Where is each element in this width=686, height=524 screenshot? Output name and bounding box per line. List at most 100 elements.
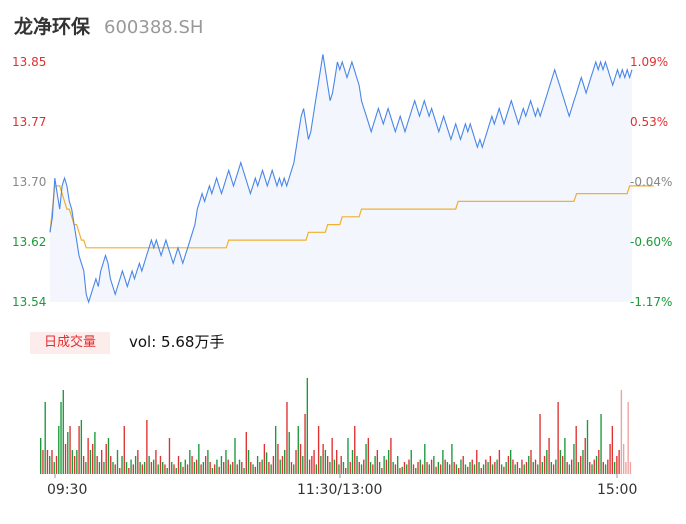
volume-bar — [58, 426, 60, 474]
volume-bar — [112, 462, 114, 474]
volume-bar — [620, 390, 623, 474]
volume-bar — [245, 432, 247, 474]
price-label-min: 13.54 — [12, 295, 47, 309]
volume-bar — [629, 462, 632, 474]
volume-bar — [444, 459, 446, 474]
volume-bar — [462, 456, 464, 474]
volume-bar — [152, 459, 155, 474]
volume-bar — [103, 462, 105, 474]
volume-bar — [207, 450, 209, 474]
volume-bar — [137, 450, 139, 474]
volume-bar — [435, 466, 437, 474]
volume-bar — [607, 459, 609, 474]
volume-bar — [505, 462, 507, 474]
volume-bar — [336, 450, 338, 474]
volume-bar — [491, 464, 494, 474]
volume-bar — [525, 462, 528, 474]
volume-bar — [204, 456, 207, 474]
stock-name: 龙净环保 — [14, 16, 91, 38]
volume-bar — [87, 438, 89, 474]
volume-bar — [419, 459, 421, 474]
volume-bar — [51, 450, 53, 474]
volume-bar — [528, 456, 530, 474]
volume-bar — [268, 462, 270, 474]
volume-bar — [548, 438, 550, 474]
volume-bar — [534, 459, 537, 474]
volume-bar — [397, 456, 399, 474]
volume-bar — [485, 459, 487, 474]
volume-bar — [428, 464, 430, 474]
volume-bar — [595, 456, 598, 474]
volume-bar — [593, 459, 595, 474]
volume-bar — [168, 438, 171, 474]
volume-bar — [141, 464, 144, 474]
price-line — [49, 54, 633, 304]
volume-bar — [622, 444, 625, 474]
volume-bar — [297, 426, 299, 474]
volume-bar — [589, 462, 591, 474]
volume-bar — [381, 468, 383, 474]
volume-bar — [64, 444, 67, 474]
volume-bar — [308, 459, 311, 474]
volume-bar — [213, 464, 216, 474]
volume-bar — [274, 426, 277, 474]
volume-bar — [509, 450, 512, 474]
volume-bar — [575, 426, 577, 474]
volume-bar — [338, 464, 340, 474]
volume-bar — [498, 450, 501, 474]
volume-bar — [200, 464, 202, 474]
volume-bar — [94, 432, 96, 474]
volume-bar — [408, 459, 410, 474]
volume-bar — [514, 464, 516, 474]
volume-bar — [433, 456, 435, 474]
volume-bar — [80, 420, 83, 474]
volume-bar — [254, 466, 257, 474]
pct-label-4: -0.60% — [630, 235, 673, 249]
volume-bar — [455, 464, 458, 474]
volume-bar — [519, 468, 521, 474]
volume-bar — [157, 464, 159, 474]
volume-bar — [489, 456, 492, 474]
volume-bar — [159, 456, 162, 474]
volume-bar — [180, 462, 182, 474]
volume-bar — [543, 456, 546, 474]
volume-bar — [60, 402, 62, 474]
volume-summary: vol: 5.68万手 — [129, 333, 225, 351]
volume-bar — [67, 432, 69, 474]
volume-bar — [130, 459, 132, 474]
volume-bar — [503, 466, 505, 474]
volume-tab[interactable]: 日成交量 — [30, 332, 110, 354]
volume-bar — [521, 459, 523, 474]
volume-bar — [609, 444, 611, 474]
volume-bar — [225, 450, 227, 474]
volume-bar — [561, 456, 564, 474]
volume-bar — [110, 456, 112, 474]
volume-bar — [442, 450, 444, 474]
volume-bar — [394, 464, 397, 474]
time-label-open: 09:30 — [47, 482, 88, 498]
volume-bar — [241, 462, 243, 474]
volume-bar — [537, 464, 539, 474]
volume-bar — [437, 462, 440, 474]
volume-bar — [577, 462, 580, 474]
volume-bar — [385, 459, 388, 474]
volume-bar — [598, 450, 600, 474]
volume-bar — [530, 450, 532, 474]
volume-bar — [591, 464, 593, 474]
volume-bar — [410, 450, 412, 474]
volume-bar — [281, 456, 284, 474]
volume-bar — [186, 464, 189, 474]
volume-bar — [311, 456, 313, 474]
volume-bar — [55, 456, 58, 474]
volume-bar — [476, 450, 478, 474]
volume-bar — [376, 450, 379, 474]
volume-bar — [374, 456, 376, 474]
volume-bar — [345, 468, 347, 474]
volume-bar — [552, 464, 555, 474]
volume-bar — [471, 459, 473, 474]
volume-bar — [580, 456, 582, 474]
volume-bar — [401, 466, 403, 474]
title-bar: 龙净环保 600388.SH — [14, 12, 203, 42]
volume-bar — [277, 444, 279, 474]
volume-bar — [128, 468, 130, 474]
